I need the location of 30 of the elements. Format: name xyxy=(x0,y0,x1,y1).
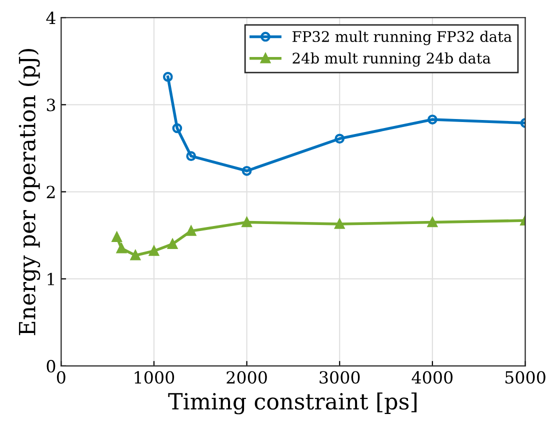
point xyxy=(428,114,438,124)
x-tick-label: 0 xyxy=(56,371,66,384)
point xyxy=(162,72,173,82)
point xyxy=(428,217,438,228)
point xyxy=(130,250,140,260)
point xyxy=(186,151,196,162)
point xyxy=(242,166,252,176)
point xyxy=(112,232,122,242)
y-axis-title: Energy per operation (pJ) xyxy=(18,48,40,336)
y-tick-label: 2 xyxy=(46,186,55,198)
legend-label: FP32 mult running FP32 data xyxy=(292,30,512,46)
point xyxy=(168,239,178,249)
point xyxy=(172,123,182,134)
x-tick-label: 1000 xyxy=(134,371,174,384)
point xyxy=(242,217,252,228)
y-tick-label: 0 xyxy=(46,360,56,372)
point xyxy=(149,246,159,256)
point xyxy=(334,219,345,229)
legend-label: 24b mult running 24b data xyxy=(292,52,491,67)
y-tick-label: 1 xyxy=(48,272,54,286)
point xyxy=(334,134,345,144)
x-tick-label: 2000 xyxy=(226,371,267,384)
x-tick-label: 5000 xyxy=(505,371,546,384)
y-tick-label: 3 xyxy=(46,98,56,112)
x-tick-label: 4000 xyxy=(412,371,453,384)
point xyxy=(116,243,126,254)
x-axis-title: Timing constraint [ps] xyxy=(168,392,417,414)
x-tick-label: 3000 xyxy=(320,371,360,384)
point xyxy=(186,226,196,236)
y-tick-label: 4 xyxy=(46,12,56,24)
